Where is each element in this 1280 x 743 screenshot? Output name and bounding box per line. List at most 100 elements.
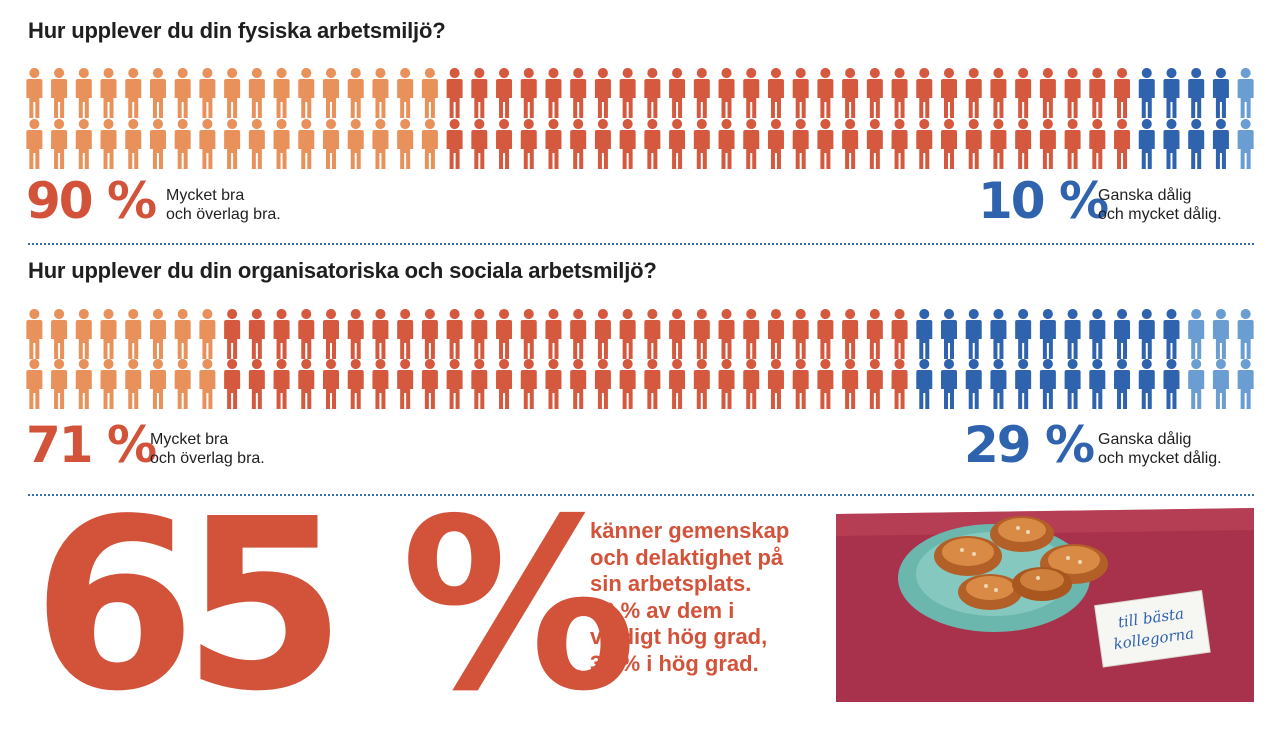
- person-icon: [26, 359, 43, 409]
- person-icon: [1015, 68, 1032, 118]
- person-icon: [693, 359, 710, 409]
- bun-top: [998, 518, 1046, 542]
- person-icon: [644, 68, 661, 118]
- highlight-description: känner gemenskap och delaktighet på sin …: [590, 518, 830, 677]
- person-icon: [273, 68, 290, 118]
- person-icon: [496, 309, 513, 359]
- label-line: och mycket dålig.: [1098, 206, 1222, 223]
- person-icon: [125, 359, 142, 409]
- person-icon: [1064, 119, 1081, 169]
- note-card-paper: [1094, 590, 1211, 668]
- description-line: känner gemenskap: [590, 518, 790, 543]
- label-good-physical: Mycket bra och överlag bra.: [166, 186, 281, 224]
- person-icon: [397, 68, 414, 118]
- cinnamon-buns: [934, 516, 1108, 610]
- person-icon: [1163, 119, 1180, 169]
- person-icon: [990, 119, 1007, 169]
- person-icon: [965, 68, 982, 118]
- person-icon: [298, 68, 315, 118]
- person-icon: [471, 359, 488, 409]
- person-icon: [842, 359, 859, 409]
- person-icon: [594, 68, 611, 118]
- person-icon: [1064, 68, 1081, 118]
- person-icon: [496, 359, 513, 409]
- section-divider: [28, 494, 1254, 496]
- person-icon: [693, 309, 710, 359]
- highlight-percent: 65 %: [32, 468, 637, 743]
- person-icon: [594, 359, 611, 409]
- person-icon: [718, 68, 735, 118]
- person-icon: [941, 309, 957, 359]
- person-icon: [891, 359, 908, 409]
- person-icon: [570, 309, 587, 359]
- person-icon: [1089, 119, 1106, 169]
- person-icon: [1237, 309, 1254, 359]
- person-icon: [1163, 359, 1180, 409]
- person-icon: [1138, 119, 1155, 169]
- person-icon: [372, 119, 389, 169]
- person-icon: [1039, 119, 1056, 169]
- person-icon: [1064, 309, 1081, 359]
- person-icon: [1138, 359, 1155, 409]
- person-icon: [323, 119, 339, 169]
- person-icon: [1114, 359, 1131, 409]
- person-icon: [644, 309, 661, 359]
- person-icon: [1188, 119, 1205, 169]
- question-title-physical: Hur upplever du din fysiska arbetsmiljö?: [28, 18, 446, 43]
- person-icon: [100, 68, 117, 118]
- label-bad-physical: Ganska dålig och mycket dålig.: [1098, 186, 1222, 224]
- person-icon: [397, 309, 414, 359]
- person-icon: [669, 359, 686, 409]
- bun-top: [966, 576, 1014, 600]
- person-icon: [248, 119, 265, 169]
- bun-top: [1020, 569, 1064, 591]
- note-card: till bästa kollegorna: [1094, 590, 1211, 668]
- person-icon: [1039, 68, 1056, 118]
- person-icon: [51, 359, 68, 409]
- person-icon: [1089, 359, 1106, 409]
- person-icon: [1114, 119, 1131, 169]
- label-line: Mycket bra: [150, 431, 229, 448]
- person-icon: [570, 119, 587, 169]
- person-icon: [125, 119, 142, 169]
- person-icon: [1212, 119, 1229, 169]
- person-icon: [1039, 359, 1056, 409]
- percent-bad-social: 29 %: [964, 416, 1095, 474]
- label-line: Ganska dålig: [1098, 187, 1192, 204]
- person-icon: [298, 359, 315, 409]
- person-icon: [421, 68, 438, 118]
- person-icon: [26, 309, 43, 359]
- person-icon: [520, 68, 537, 118]
- person-icon: [866, 309, 883, 359]
- person-icon: [545, 359, 562, 409]
- person-icon: [891, 309, 908, 359]
- person-icon: [51, 309, 68, 359]
- person-icon: [669, 119, 686, 169]
- person-icon: [199, 309, 216, 359]
- person-icon: [100, 359, 117, 409]
- person-icon: [174, 359, 191, 409]
- person-icon: [1138, 68, 1155, 118]
- person-icon: [372, 359, 389, 409]
- person-icon: [125, 309, 142, 359]
- description-line: och delaktighet på: [590, 544, 784, 570]
- person-icon: [347, 119, 364, 169]
- person-icon: [545, 68, 562, 118]
- person-icon: [619, 359, 636, 409]
- person-icon: [224, 68, 241, 118]
- person-icon: [545, 119, 562, 169]
- person-icon: [26, 119, 43, 169]
- person-icon: [767, 119, 784, 169]
- person-icon: [323, 359, 339, 409]
- person-icon: [520, 359, 537, 409]
- person-icon: [51, 68, 68, 118]
- person-icon: [397, 359, 414, 409]
- person-icon: [669, 68, 686, 118]
- person-icon: [891, 119, 908, 169]
- person-icon: [1163, 68, 1180, 118]
- person-icon: [718, 359, 735, 409]
- person-icon: [743, 68, 760, 118]
- person-icon: [347, 359, 364, 409]
- percent-bad-physical: 10 %: [978, 172, 1109, 230]
- person-icon: [743, 309, 760, 359]
